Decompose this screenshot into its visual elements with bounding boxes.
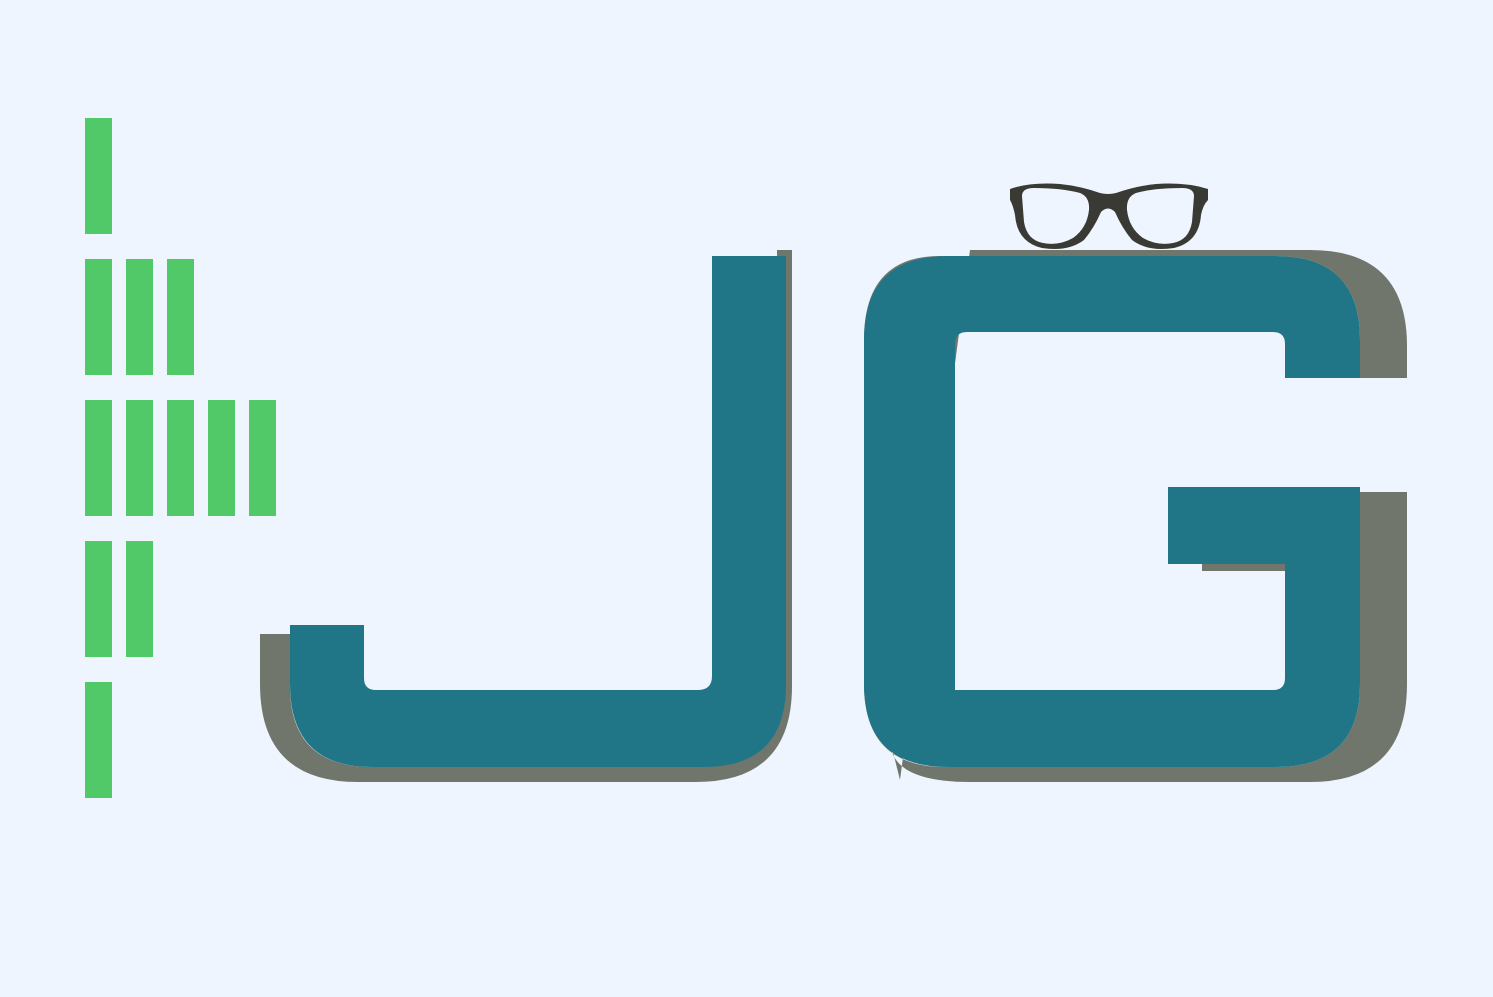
bar-block — [167, 400, 194, 516]
letter-g — [864, 250, 1407, 782]
bar-graph-mark — [85, 118, 276, 798]
bar-block — [167, 259, 194, 375]
bar-block — [208, 400, 235, 516]
glasses-icon — [1010, 183, 1208, 249]
bar-block — [85, 118, 112, 234]
bar-block — [85, 682, 112, 798]
letter-j-face — [290, 256, 786, 767]
bar-block — [126, 400, 153, 516]
bar-block — [249, 400, 276, 516]
letter-j — [260, 250, 792, 782]
glasses-frame — [1010, 183, 1208, 249]
letter-g-face — [864, 256, 1360, 767]
bar-block — [85, 259, 112, 375]
bar-block — [85, 541, 112, 657]
bar-block — [126, 259, 153, 375]
bar-block — [126, 541, 153, 657]
bar-block — [85, 400, 112, 516]
